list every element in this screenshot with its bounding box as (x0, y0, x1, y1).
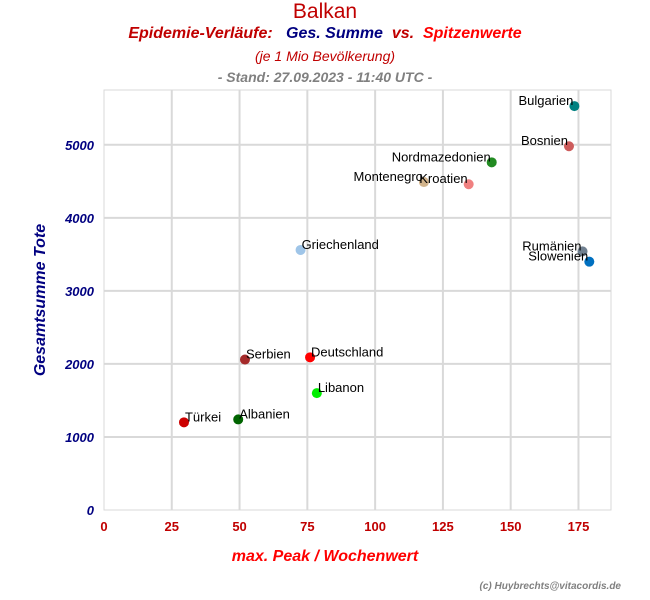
data-point (418, 177, 429, 188)
data-point-label: Bosnien (521, 133, 568, 148)
data-point (569, 101, 580, 112)
chart-note: (je 1 Mio Bevölkerung) (254, 48, 396, 64)
data-point-label: Türkei (185, 409, 221, 424)
data-point (577, 246, 588, 257)
subtitle-part-2: Ges. Summe (286, 25, 383, 42)
data-point (239, 354, 250, 365)
data-point-label: Rumänien (522, 238, 581, 253)
x-tick-label: 150 (500, 519, 522, 534)
data-point (463, 179, 474, 190)
x-tick-label: 175 (568, 519, 590, 534)
grid (104, 90, 611, 510)
y-axis-ticks: 0 1000 2000 3000 4000 5000 (64, 138, 95, 518)
x-axis-title: max. Peak / Wochenwert (232, 548, 419, 565)
chart-title: Balkan (292, 0, 358, 23)
y-tick-label: 5000 (65, 138, 95, 153)
data-point-label: Serbien (246, 347, 291, 362)
data-point (178, 417, 189, 428)
data-point-label: Bulgarien (518, 93, 573, 108)
data-point-label: Griechenland (302, 237, 379, 252)
y-axis-title: Gesamtsumme Tote (32, 224, 49, 376)
data-point-label: Albanien (239, 406, 290, 421)
data-point (305, 352, 316, 363)
data-point (563, 141, 574, 152)
x-tick-label: 0 (100, 519, 107, 534)
data-point-label: Slowenien (528, 249, 588, 264)
subtitle-part-1: Epidemie-Verläufe: (128, 25, 273, 42)
y-tick-label: 0 (87, 503, 95, 518)
data-point (584, 256, 595, 267)
chart-stand-date: - Stand: 27.09.2023 - 11:40 UTC - (217, 69, 433, 85)
subtitle-part-4: Spitzenwerte (422, 25, 522, 42)
data-point-label: Libanon (318, 380, 364, 395)
point-labels: Bulgarien Bosnien Nordmazedonien Montenegro… (185, 93, 588, 424)
data-point-label: Nordmazedonien (392, 149, 491, 164)
chart-subtitle: Epidemie-Verläufe: Ges. Summe vs. Spitze… (0, 25, 650, 43)
plot-area (103, 89, 612, 511)
x-tick-label: 100 (364, 519, 386, 534)
y-tick-label: 2000 (64, 357, 95, 372)
y-tick-label: 4000 (64, 211, 95, 226)
data-point (295, 244, 306, 255)
data-point-label: Deutschland (311, 344, 383, 359)
x-tick-label: 75 (300, 519, 314, 534)
data-point-label: Kroatien (419, 171, 467, 186)
data-point (233, 414, 244, 425)
copyright-credit: (c) Huybrechts@vitacordis.de (479, 581, 621, 592)
y-tick-label: 1000 (65, 430, 95, 445)
data-points (178, 101, 595, 428)
data-point (311, 388, 322, 399)
data-point (486, 157, 497, 168)
y-tick-label: 3000 (65, 284, 95, 299)
x-tick-label: 125 (432, 519, 454, 534)
data-point-label: Montenegro (354, 169, 423, 184)
x-axis-ticks: 0 25 50 75 100 125 150 175 (100, 519, 589, 534)
x-tick-label: 25 (165, 519, 179, 534)
x-tick-label: 50 (232, 519, 246, 534)
subtitle-part-3: vs. (391, 25, 415, 42)
